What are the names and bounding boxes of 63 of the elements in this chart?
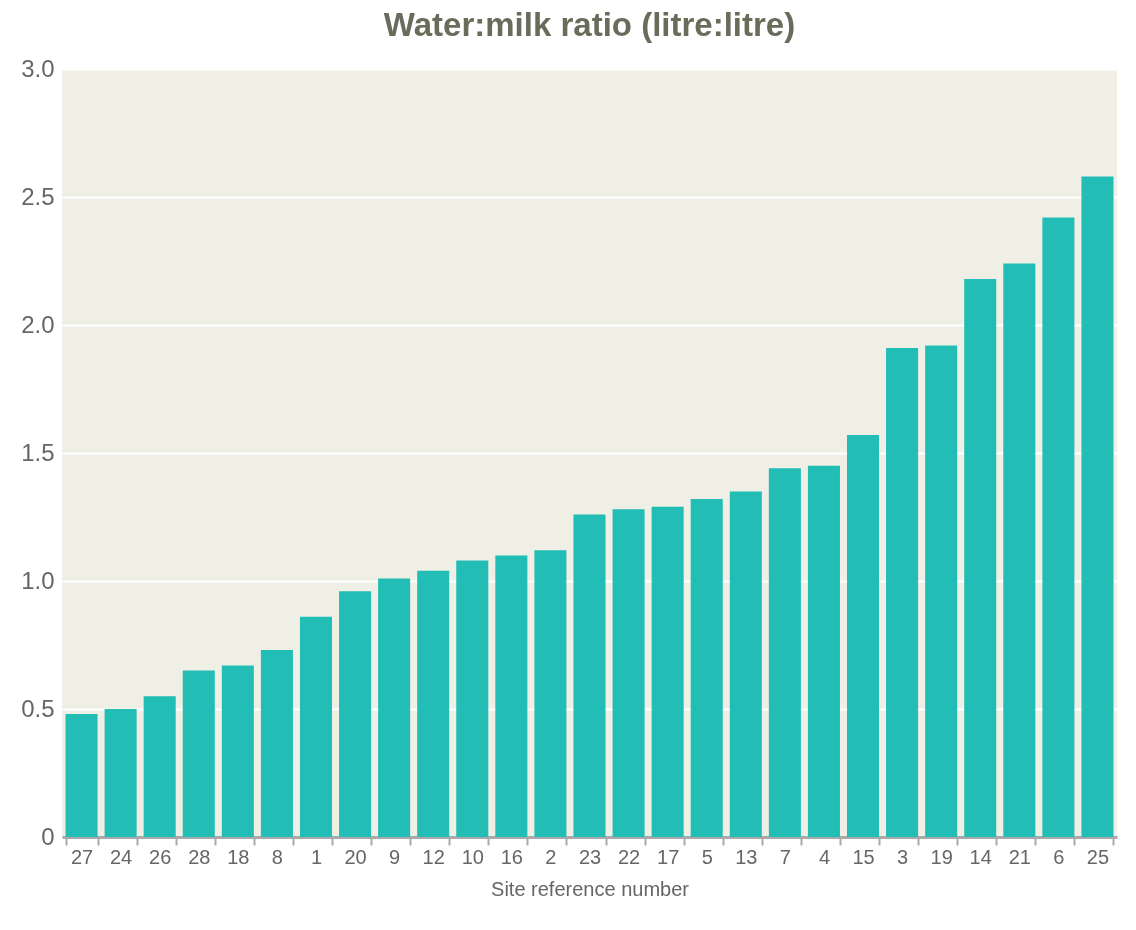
bar — [573, 514, 606, 837]
x-tick-label: 1 — [310, 845, 323, 868]
bar — [260, 650, 293, 837]
x-tick-label: 14 — [969, 845, 992, 868]
x-tick-label: 23 — [578, 845, 602, 868]
x-tick-label: 3 — [897, 845, 909, 868]
bar — [690, 499, 723, 837]
y-tick-label: 3.0 — [21, 54, 55, 82]
x-axis-title: Site reference number — [491, 877, 690, 900]
x-tick-label: 10 — [461, 845, 484, 868]
y-tick-label: 0.5 — [21, 694, 55, 722]
bar — [1042, 217, 1075, 837]
bar — [651, 506, 684, 837]
x-tick-label: 20 — [344, 845, 367, 868]
bar — [182, 670, 215, 837]
bar — [417, 570, 450, 837]
bar — [1081, 176, 1114, 837]
bar — [768, 468, 801, 837]
x-tick-label: 17 — [657, 845, 680, 868]
x-tick-label: 9 — [389, 845, 401, 868]
x-tick-label: 24 — [109, 845, 133, 868]
x-tick-label: 13 — [735, 845, 758, 868]
bar — [807, 465, 840, 837]
bar — [339, 591, 372, 837]
x-tick-label: 12 — [422, 845, 445, 868]
chart-title: Water:milk ratio (litre:litre) — [383, 6, 796, 43]
bar — [65, 714, 98, 837]
bar — [964, 278, 997, 837]
y-tick-label: 2.0 — [21, 310, 55, 338]
x-tick-label: 4 — [818, 845, 831, 868]
x-tick-label: 16 — [500, 845, 523, 868]
x-tick-label: 2 — [545, 845, 557, 868]
x-tick-label: 26 — [149, 845, 172, 868]
bar — [534, 550, 567, 837]
bar — [104, 709, 137, 837]
y-tick-label: 1.0 — [21, 566, 55, 594]
x-tick-label: 6 — [1053, 845, 1065, 868]
x-tick-label: 21 — [1008, 845, 1031, 868]
x-tick-label: 28 — [188, 845, 211, 868]
bar — [495, 555, 528, 837]
bar — [456, 560, 489, 837]
x-tick-label: 15 — [852, 845, 875, 868]
x-tick-label: 25 — [1086, 845, 1110, 868]
x-tick-label: 19 — [930, 845, 953, 868]
x-tick-label: 7 — [779, 845, 791, 868]
x-tick-label: 8 — [271, 845, 283, 868]
bar — [612, 509, 645, 837]
bar — [886, 348, 919, 837]
x-tick-label: 5 — [701, 845, 713, 868]
y-tick-label: 2.5 — [21, 182, 55, 210]
bar — [1003, 263, 1036, 837]
x-tick-label: 27 — [70, 845, 94, 868]
bar — [378, 578, 411, 837]
y-tick-label: 1.5 — [21, 438, 55, 466]
bar — [925, 345, 958, 837]
y-tick-label: 0 — [41, 822, 55, 850]
bar — [847, 435, 880, 837]
x-tick-label: 22 — [617, 845, 641, 868]
bar — [729, 491, 762, 837]
bar — [221, 665, 254, 837]
bar — [299, 616, 332, 837]
x-tick-label: 18 — [227, 845, 250, 868]
bar — [143, 696, 176, 837]
